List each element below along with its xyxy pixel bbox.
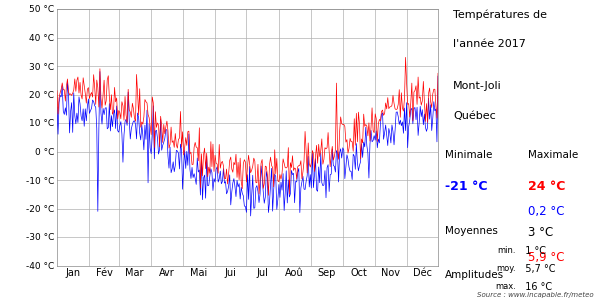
Text: Source : www.incapable.fr/meteo: Source : www.incapable.fr/meteo bbox=[478, 292, 594, 298]
Text: Amplitudes: Amplitudes bbox=[445, 270, 505, 280]
Text: moy.: moy. bbox=[496, 264, 516, 273]
Text: Maximale: Maximale bbox=[528, 150, 578, 160]
Text: 1 °C: 1 °C bbox=[519, 246, 546, 256]
Text: 24 °C: 24 °C bbox=[528, 180, 565, 193]
Text: Températures de: Températures de bbox=[453, 9, 547, 20]
Text: 5,9 °C: 5,9 °C bbox=[528, 250, 565, 263]
Text: 16 °C: 16 °C bbox=[519, 282, 552, 292]
Text: min.: min. bbox=[497, 246, 516, 255]
Text: max.: max. bbox=[495, 282, 516, 291]
Text: Mont-Joli: Mont-Joli bbox=[453, 81, 502, 91]
Text: Moyennes: Moyennes bbox=[445, 226, 498, 236]
Text: -21 °C: -21 °C bbox=[445, 180, 488, 193]
Text: 5,7 °C: 5,7 °C bbox=[519, 264, 556, 274]
Text: l'année 2017: l'année 2017 bbox=[453, 39, 526, 49]
Text: 3 °C: 3 °C bbox=[528, 226, 553, 239]
Text: 0,2 °C: 0,2 °C bbox=[528, 206, 565, 218]
Text: Minimale: Minimale bbox=[445, 150, 493, 160]
Text: Québec: Québec bbox=[453, 111, 496, 121]
